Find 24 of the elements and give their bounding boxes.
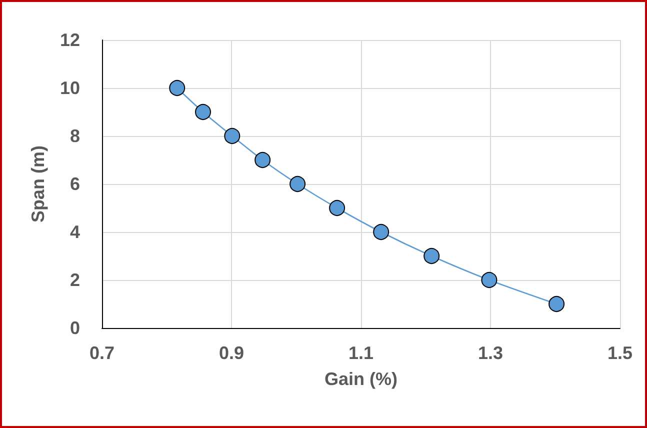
y-axis-title: Span (m) [28, 145, 48, 223]
x-tick-label: 0.9 [218, 343, 244, 363]
x-tick-label: 1.5 [607, 343, 633, 363]
point [329, 200, 346, 216]
y-tick-label: 6 [70, 174, 80, 194]
point [548, 296, 565, 312]
x-tick-label: 1.3 [478, 343, 504, 363]
y-tick-label: 4 [70, 222, 80, 242]
y-tick-label: 12 [60, 30, 80, 50]
point [290, 176, 306, 192]
y-tick-label: 8 [70, 126, 80, 146]
x-axis-title: Gain (%) [324, 369, 398, 389]
y-tick-label: 2 [70, 270, 80, 290]
y-tick-label: 10 [60, 78, 80, 98]
point [224, 128, 240, 144]
x-tick-label: 1.1 [348, 343, 374, 363]
x-tick-label: 0.7 [89, 343, 115, 363]
point [424, 248, 440, 264]
point [169, 80, 186, 96]
point [254, 152, 271, 168]
point [195, 104, 212, 120]
point [481, 272, 498, 288]
y-tick-label: 0 [70, 318, 80, 338]
point [373, 224, 390, 240]
